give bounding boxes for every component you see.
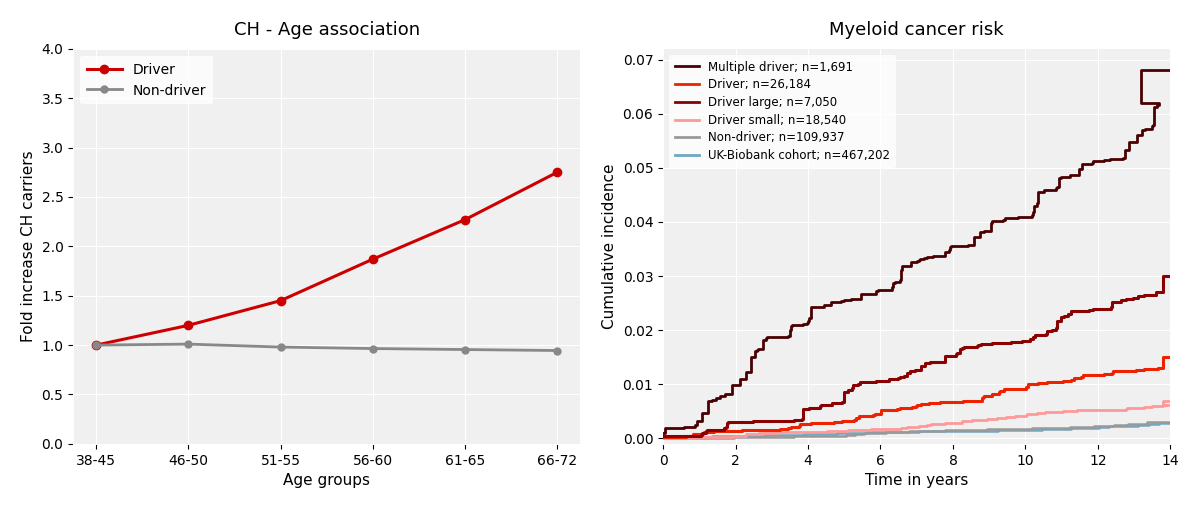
- Non-driver: [366, 346, 380, 352]
- Y-axis label: Fold increase CH carriers: Fold increase CH carriers: [20, 151, 36, 342]
- Non-driver: [458, 347, 473, 353]
- Driver: [274, 298, 288, 304]
- Legend: Driver, Non-driver: Driver, Non-driver: [80, 55, 214, 104]
- Driver: [458, 216, 473, 222]
- Line: Non-driver: Non-driver: [92, 341, 560, 354]
- Driver: [550, 169, 564, 175]
- Driver: [89, 342, 103, 348]
- X-axis label: Age groups: Age groups: [283, 473, 371, 488]
- Driver: [181, 322, 196, 328]
- Line: Driver: Driver: [92, 168, 562, 349]
- Legend: Multiple driver; n=1,691, Driver; n=26,184, Driver large; n=7,050, Driver small;: Multiple driver; n=1,691, Driver; n=26,1…: [668, 54, 896, 168]
- Y-axis label: Cumulative incidence: Cumulative incidence: [602, 163, 617, 329]
- X-axis label: Time in years: Time in years: [865, 473, 968, 488]
- Non-driver: [181, 341, 196, 347]
- Non-driver: [550, 348, 564, 354]
- Non-driver: [274, 344, 288, 350]
- Non-driver: [89, 342, 103, 348]
- Title: Myeloid cancer risk: Myeloid cancer risk: [829, 21, 1004, 39]
- Title: CH - Age association: CH - Age association: [234, 21, 420, 39]
- Driver: [366, 256, 380, 262]
